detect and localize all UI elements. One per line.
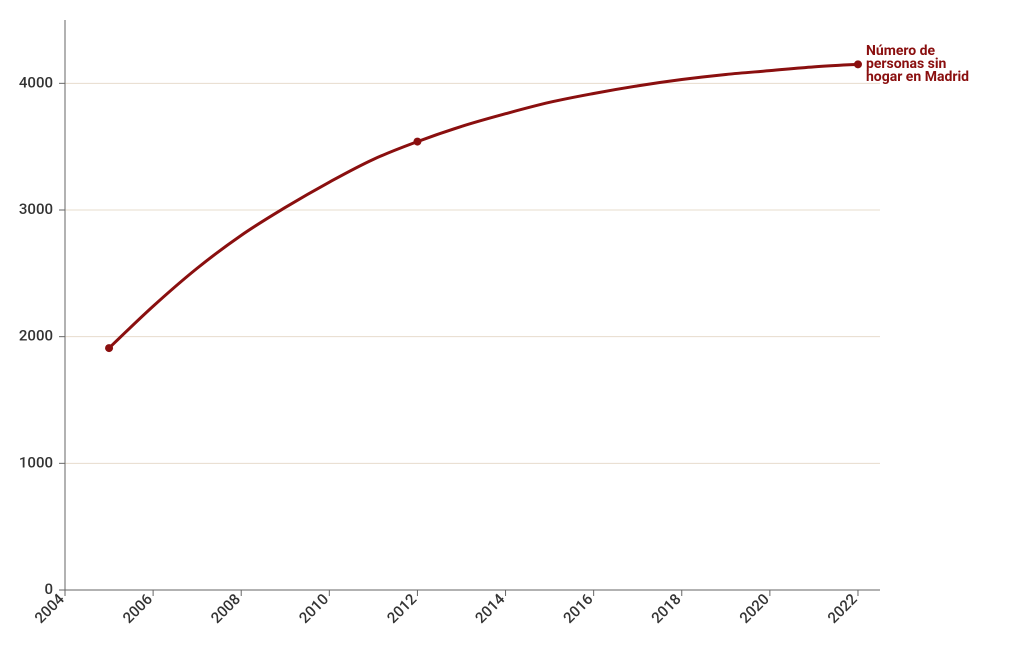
line-chart: 0100020003000400020042006200820102012201…	[0, 0, 1020, 650]
y-tick-label: 2000	[19, 327, 53, 345]
series-marker	[854, 60, 862, 68]
y-tick-label: 3000	[19, 200, 53, 218]
svg-text:hogar en Madrid: hogar en Madrid	[866, 69, 969, 85]
chart-container: 0100020003000400020042006200820102012201…	[0, 0, 1020, 650]
y-tick-label: 1000	[19, 453, 53, 471]
y-tick-label: 4000	[19, 73, 53, 91]
series-marker	[105, 344, 113, 352]
series-marker	[413, 138, 421, 146]
